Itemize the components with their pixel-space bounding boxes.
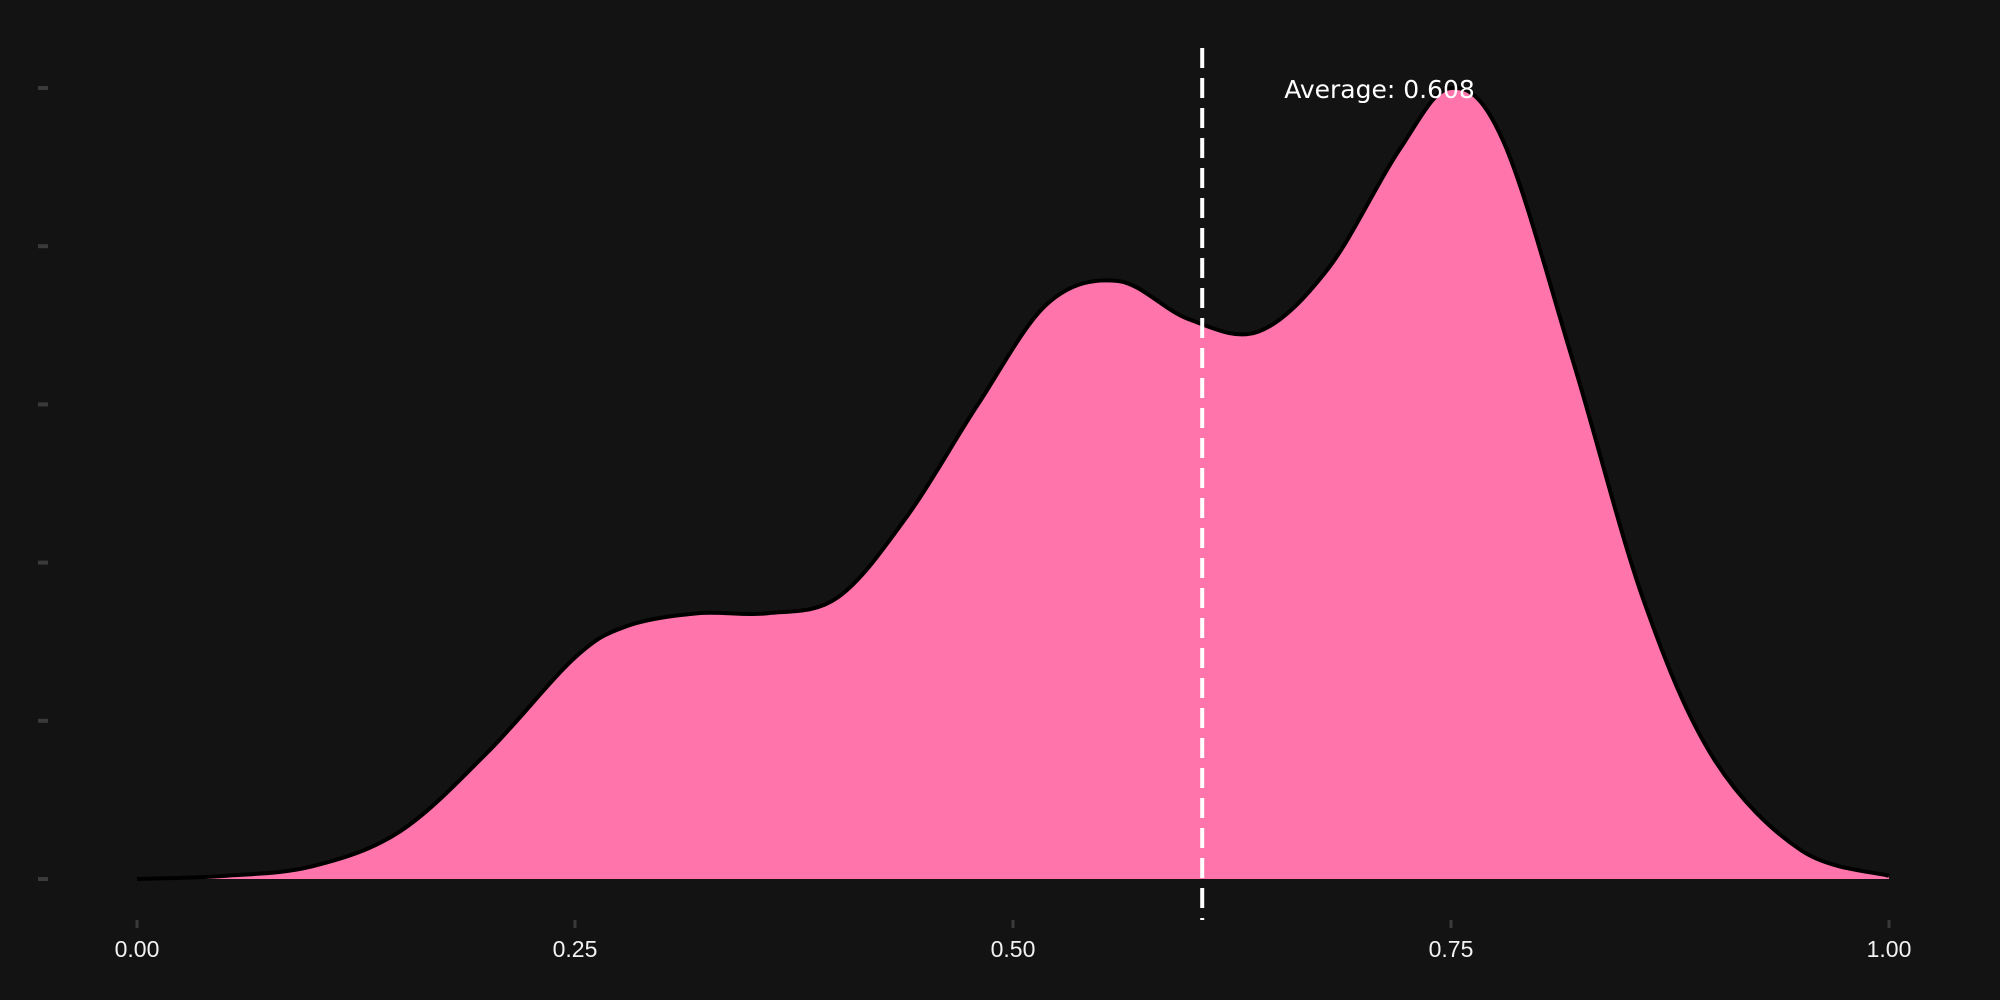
y-axis — [38, 86, 48, 881]
density-line — [136, 85, 1890, 881]
x-tick-label: 0.25 — [553, 936, 598, 962]
average-annotation: Average: 0.608 — [1284, 75, 1475, 104]
x-tick-label: 0.75 — [1429, 936, 1474, 962]
x-tick-label: 0.00 — [115, 936, 160, 962]
x-tick-label: 1.00 — [1867, 936, 1912, 962]
x-tick-label: 0.50 — [991, 936, 1036, 962]
x-axis: 0.00 0.25 0.50 0.75 1.00 — [115, 920, 1912, 962]
density-area — [137, 87, 1889, 880]
